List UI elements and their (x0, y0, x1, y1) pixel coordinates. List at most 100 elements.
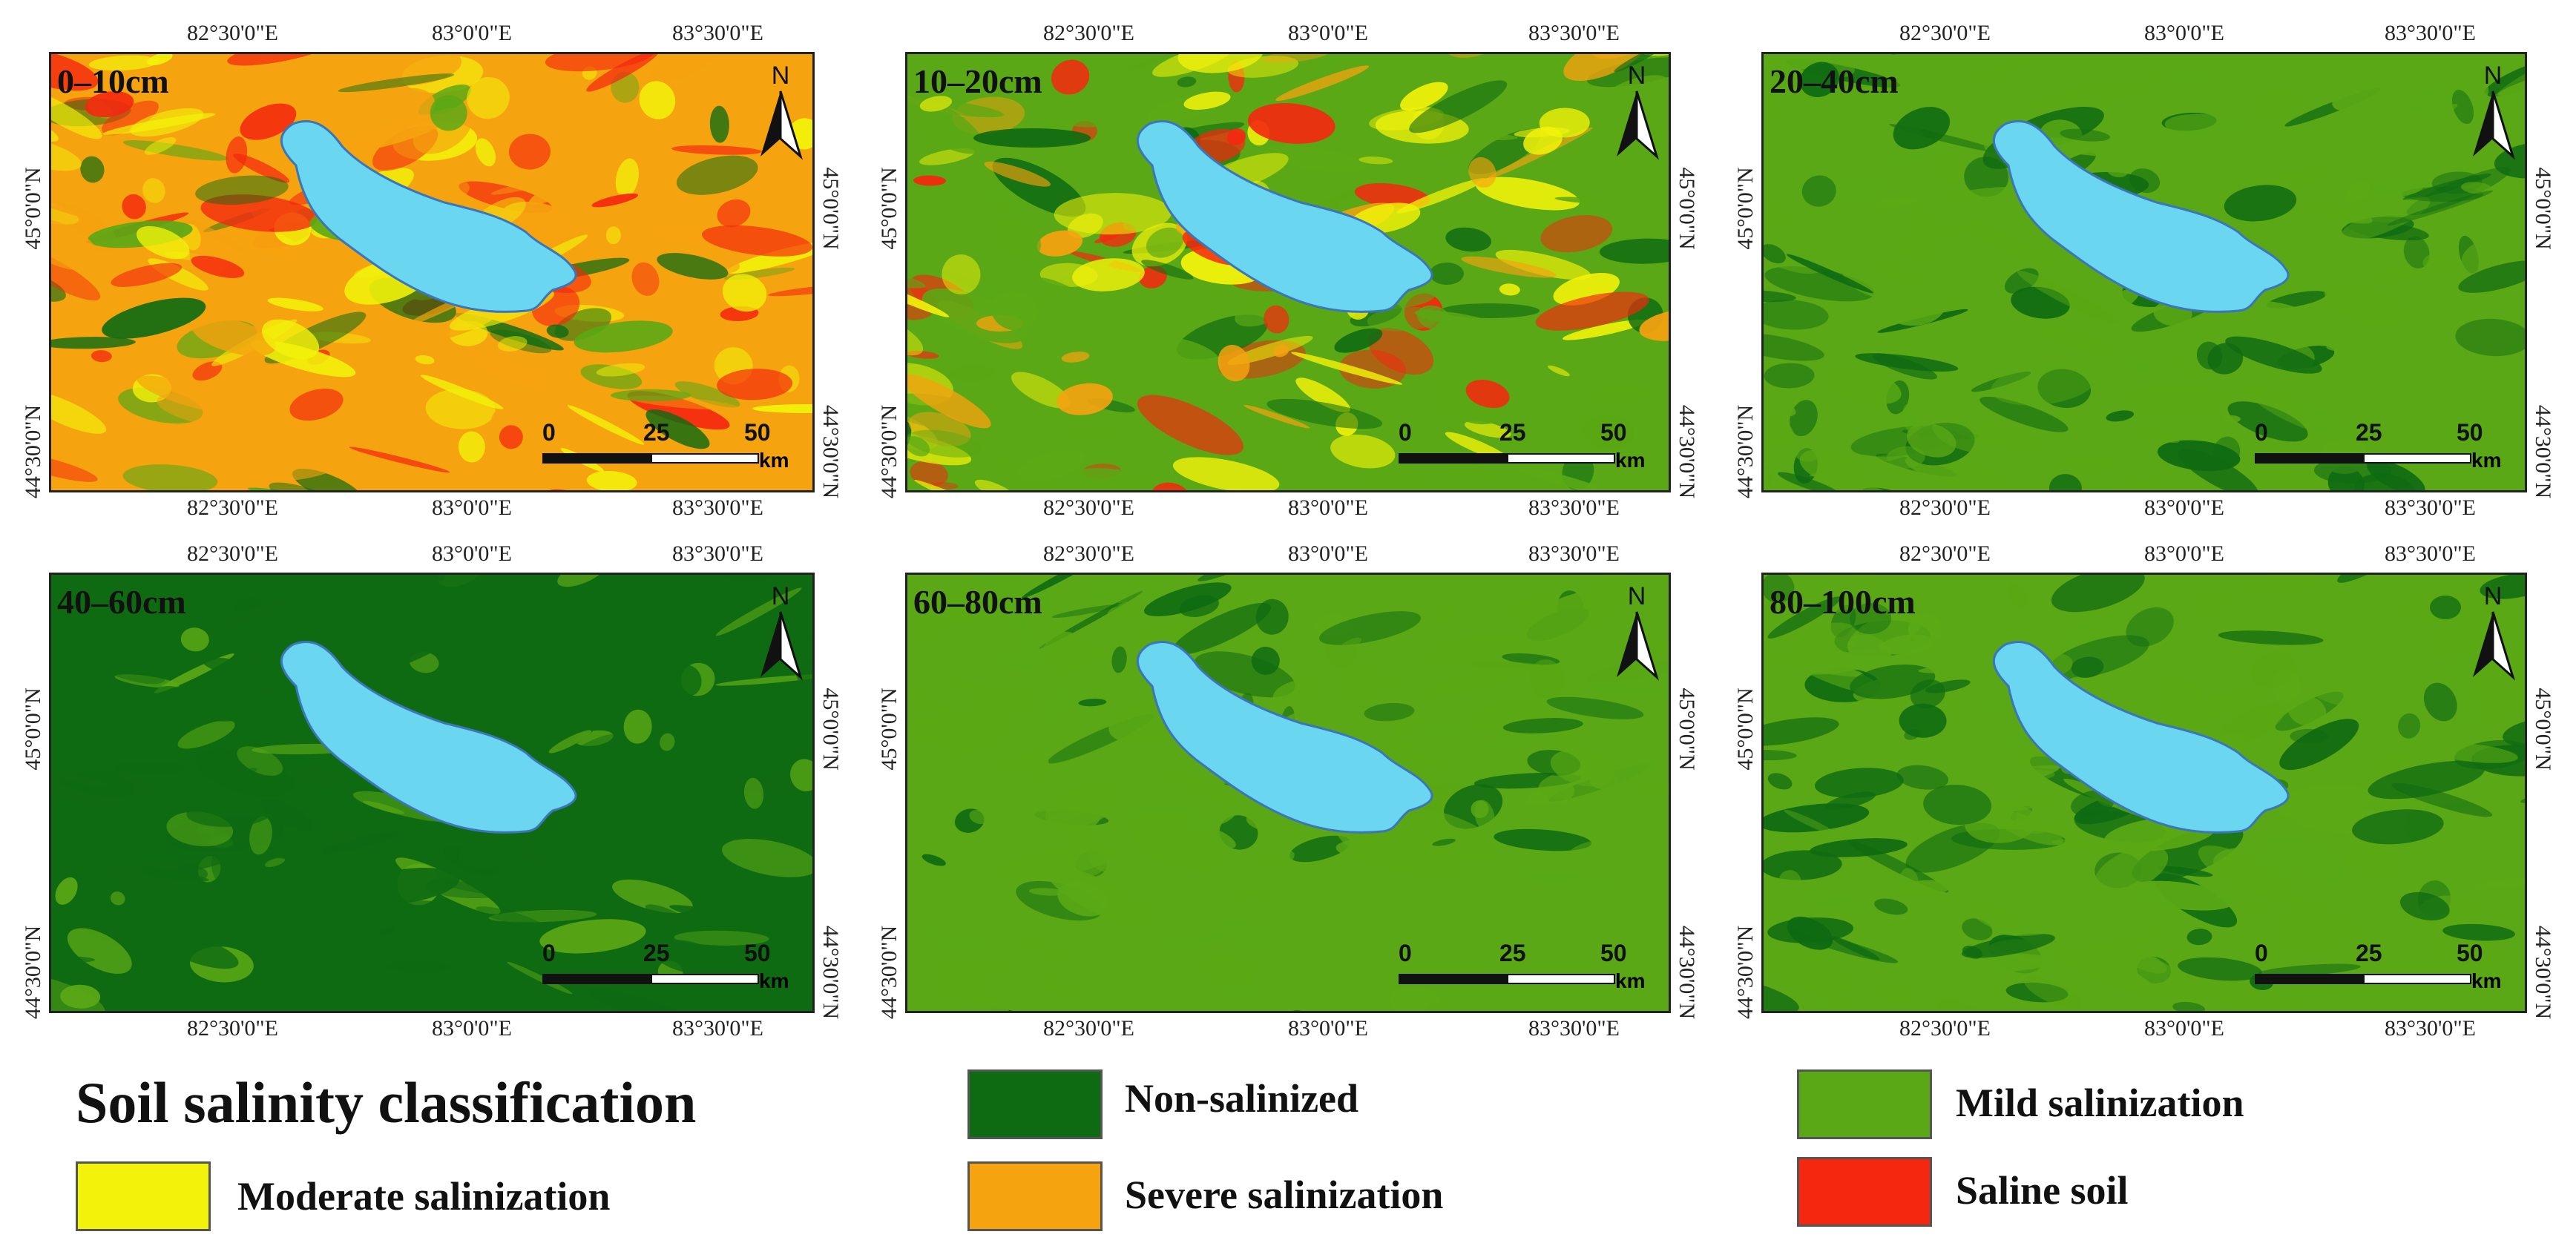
lake-shape (1136, 120, 1433, 313)
salinity-patch (564, 734, 623, 766)
salinity-patch (948, 365, 996, 382)
salinity-patch (1417, 616, 1439, 639)
salinity-patch (1266, 398, 1383, 429)
salinity-patch (1514, 128, 1571, 138)
salinity-patch (1583, 414, 1634, 449)
salinity-patch (1764, 266, 1875, 302)
salinity-patch (1548, 365, 1570, 377)
salinity-patch (458, 431, 485, 463)
salinity-patch (907, 94, 984, 154)
salinity-patch (430, 95, 467, 131)
salinity-patch (413, 680, 432, 713)
y-tick-label: 45°0'0"N (877, 167, 901, 250)
x-tick-label: 82°30'0"E (187, 21, 278, 45)
salinity-patch (1197, 575, 1257, 581)
salinity-patch (1816, 592, 1875, 617)
salinity-patch (702, 844, 727, 860)
salinity-patch (2332, 65, 2444, 112)
salinity-patch (674, 665, 702, 696)
salinity-patch (1869, 122, 1889, 138)
salinity-patch (1022, 937, 1073, 967)
x-tick-label: 83°0'0"E (432, 21, 512, 45)
salinity-patch (51, 765, 108, 788)
salinity-patch (1642, 751, 1658, 776)
salinity-patch (2051, 575, 2145, 613)
scale-tick-label: 50 (744, 419, 771, 446)
salinity-patch (111, 808, 128, 826)
salinity-patch (1432, 869, 1526, 882)
scale-tick-label: 0 (2255, 940, 2268, 966)
scale-bar-segment-light (2363, 453, 2471, 464)
salinity-patch (2352, 809, 2444, 845)
salinity-patch (1043, 631, 1087, 673)
salinity-patch (1432, 838, 1456, 846)
scale-bar-segment-light (1507, 453, 1615, 464)
x-tick-label: 82°30'0"E (1043, 1016, 1134, 1041)
salinity-patch (574, 320, 673, 353)
salinity-patch (1088, 830, 1127, 872)
salinity-patch (467, 76, 510, 119)
salinity-patch (1356, 484, 1388, 490)
salinity-patch (2291, 411, 2316, 421)
y-tick-label: 44°30'0"N (1675, 925, 1699, 1020)
salinity-patch (1764, 109, 1844, 159)
y-tick-label: 44°30'0"N (1675, 404, 1699, 499)
y-tick-label: 44°30'0"N (21, 404, 45, 499)
salinity-patch (2314, 457, 2391, 484)
salinity-patch (1502, 653, 1560, 665)
salinity-patch (2488, 55, 2525, 110)
salinity-patch (728, 739, 805, 776)
salinity-patch (1354, 183, 1430, 209)
salinity-patch (2472, 647, 2525, 695)
salinity-patch (234, 226, 306, 259)
salinity-patch (1358, 156, 1393, 165)
salinity-patch (2172, 1001, 2205, 1011)
legend-label-non-salinized: Non-salinized (1125, 1076, 1359, 1121)
scale-bar-segment-dark (542, 974, 652, 984)
salinity-patch (2212, 436, 2241, 468)
salinity-patch (1273, 344, 1289, 357)
salinity-patch (752, 404, 812, 413)
salinity-patch (1946, 187, 2023, 200)
salinity-patch (91, 350, 112, 363)
salinity-patch (2370, 179, 2423, 197)
salinity-patch (1764, 244, 1786, 264)
y-tick-label: 44°30'0"N (877, 404, 901, 499)
salinity-patch (548, 730, 592, 754)
salinity-patch (177, 720, 235, 749)
x-tick-label: 83°30'0"E (1528, 1016, 1620, 1041)
salinity-patch (656, 919, 674, 940)
salinity-map (1764, 575, 2525, 1011)
legend-title: Soil salinity classification (76, 1070, 697, 1135)
salinity-patch (2048, 474, 2082, 490)
x-tick-label: 83°30'0"E (672, 541, 763, 566)
salinity-patch (1272, 679, 1319, 705)
salinity-patch (1550, 750, 1614, 787)
scale-bar-segment-dark (1399, 974, 1508, 984)
salinity-patch (508, 134, 551, 170)
legend-swatch-non-salinized (967, 1069, 1103, 1139)
salinity-patch (2456, 613, 2519, 638)
salinity-patch (1255, 599, 1289, 635)
salinity-patch (652, 939, 723, 975)
salinity-patch (2154, 641, 2213, 679)
salinity-patch (932, 74, 955, 82)
salinity-patch (1965, 899, 2019, 933)
salinity-patch (2324, 283, 2408, 328)
salinity-patch (1409, 80, 1508, 134)
salinity-patch (1897, 246, 1933, 258)
salinity-patch (921, 854, 946, 866)
salinity-patch (2225, 336, 2322, 374)
salinity-patch (2008, 582, 2028, 609)
salinity-patch (1806, 994, 1834, 1009)
salinity-patch (261, 319, 320, 360)
y-tick-label: 45°0'0"N (2531, 688, 2555, 771)
salinity-patch (2071, 992, 2182, 1011)
panel-depth-label: 20–40cm (1770, 62, 1899, 100)
salinity-patch (1899, 381, 1975, 406)
salinity-patch (715, 587, 802, 636)
salinity-patch (768, 282, 812, 297)
salinity-patch (2296, 940, 2327, 954)
salinity-patch (242, 575, 321, 603)
salinity-patch (1614, 54, 1664, 73)
